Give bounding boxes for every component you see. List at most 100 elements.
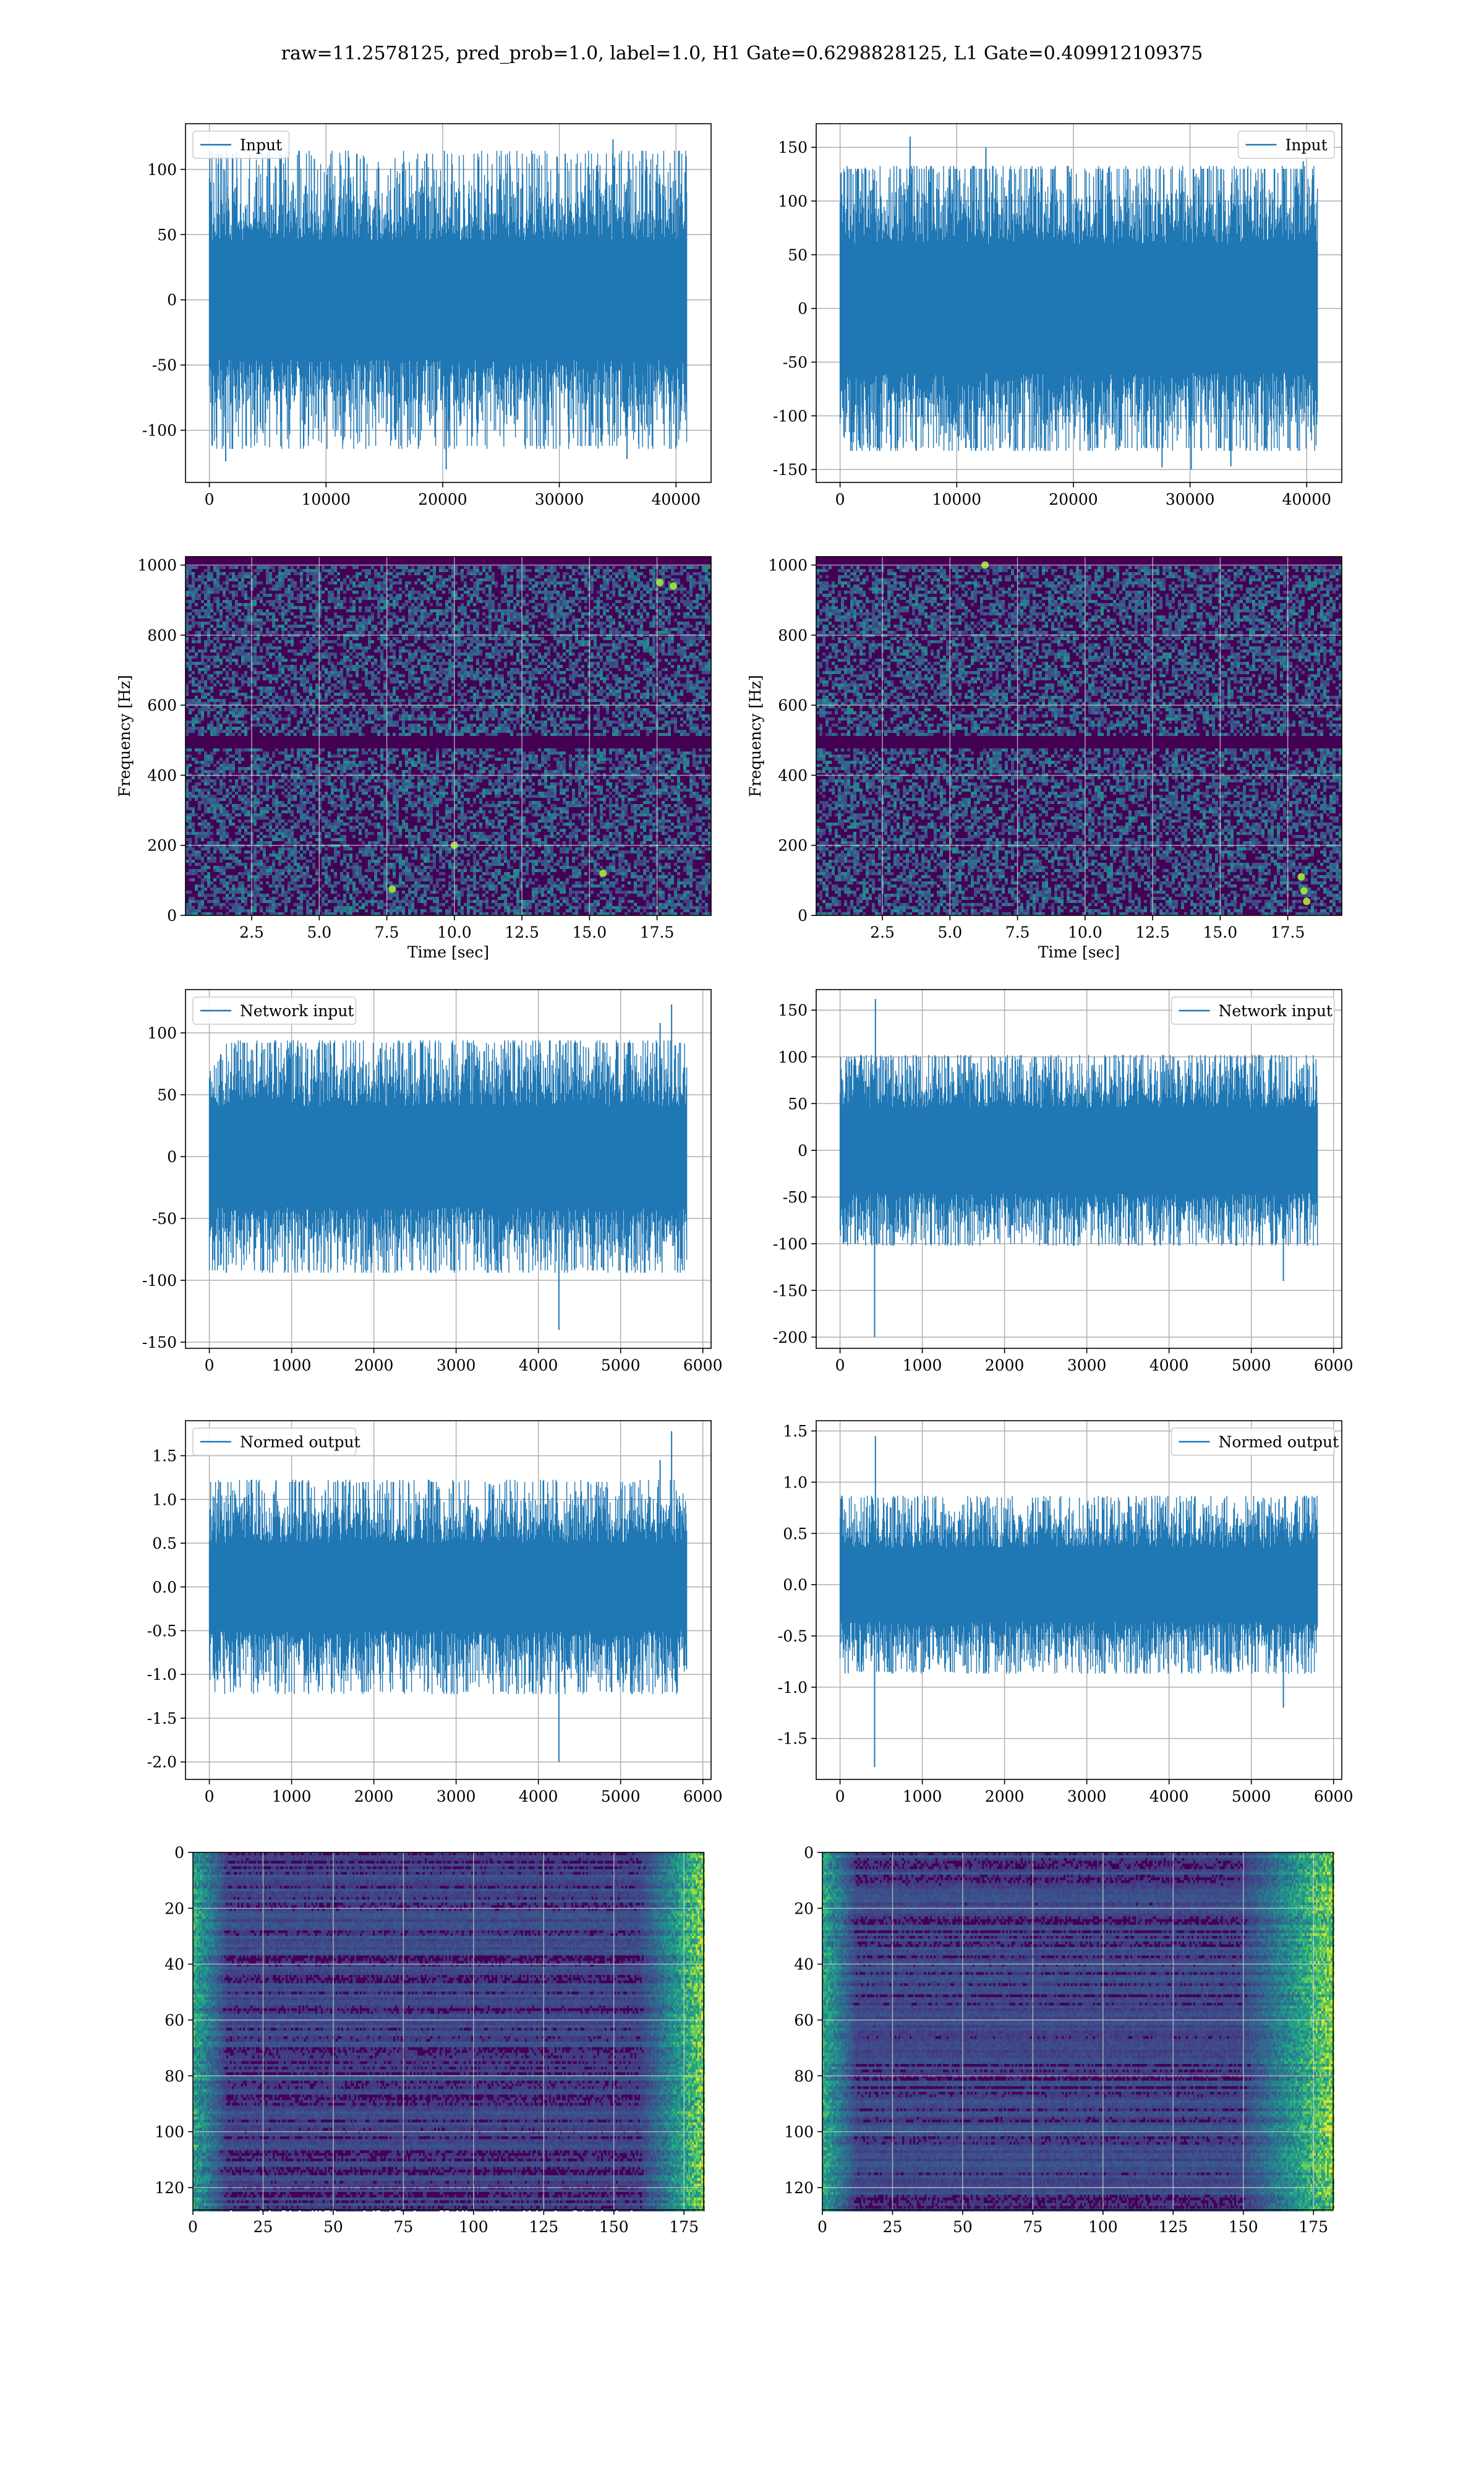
heatmap-cell <box>278 625 281 628</box>
heatmap-cell <box>625 594 628 597</box>
heatmap-cell <box>427 566 430 569</box>
heatmap-cell <box>192 584 195 588</box>
heatmap-cell <box>668 597 671 600</box>
heatmap-cell <box>686 622 689 625</box>
heatmap-cell <box>510 575 513 578</box>
heatmap-cell <box>631 584 634 588</box>
heatmap-cell <box>696 622 699 625</box>
heatmap-cell <box>705 575 708 578</box>
heatmap-cell <box>195 597 198 600</box>
heatmap-cell <box>436 588 439 591</box>
heatmap-cell <box>417 603 420 606</box>
heatmap-cell <box>513 615 516 618</box>
heatmap-cell <box>272 566 275 569</box>
heatmap-cell <box>396 581 399 584</box>
legend: Input <box>1239 131 1335 158</box>
heatmap-cell <box>550 566 553 569</box>
heatmap-cell <box>368 584 371 588</box>
heatmap-cell <box>584 597 587 600</box>
heatmap-cell <box>553 603 556 606</box>
heatmap-cell <box>436 597 439 600</box>
heatmap-cell <box>210 575 213 578</box>
heatmap-cell <box>424 597 427 600</box>
heatmap-cell <box>649 597 652 600</box>
heatmap-cell <box>210 578 213 581</box>
heatmap-cell <box>535 584 538 588</box>
heatmap-cell <box>445 612 448 615</box>
heatmap-cell <box>566 615 569 618</box>
heatmap-cell <box>189 566 192 569</box>
heatmap-cell <box>374 606 377 609</box>
heatmap-cell <box>680 600 683 603</box>
heatmap-cell <box>362 581 365 584</box>
heatmap-cell <box>677 622 680 625</box>
heatmap-cell <box>458 628 461 631</box>
heatmap-cell <box>235 606 238 609</box>
heatmap-cell <box>662 625 665 628</box>
heatmap-cell <box>683 615 686 618</box>
heatmap-cell <box>349 581 352 584</box>
heatmap-cell <box>192 572 195 575</box>
heatmap-cell <box>362 615 365 618</box>
heatmap-cell <box>300 612 303 615</box>
heatmap-cell <box>556 606 560 609</box>
heatmap-cell <box>680 597 683 600</box>
heatmap-cell <box>300 569 303 572</box>
heatmap-cell <box>625 584 628 588</box>
heatmap-cell <box>337 628 340 631</box>
heatmap-cell <box>501 615 504 618</box>
heatmap-cell <box>488 578 492 581</box>
heatmap-cell <box>433 566 436 569</box>
heatmap-cell <box>541 612 544 615</box>
heatmap-cell <box>368 569 371 572</box>
heatmap-cell <box>495 618 498 622</box>
heatmap-cell <box>553 628 556 631</box>
heatmap-cell <box>442 581 445 584</box>
heatmap-cell <box>334 569 337 572</box>
heatmap-cell <box>238 628 241 631</box>
heatmap-cell <box>662 572 665 575</box>
heatmap-cell <box>247 622 250 625</box>
y-tick-label: 100 <box>147 161 177 179</box>
heatmap-cell <box>377 606 380 609</box>
heatmap-cell <box>352 566 356 569</box>
heatmap-cell <box>587 588 591 591</box>
heatmap-cell <box>390 594 393 597</box>
legend: Input <box>193 131 289 158</box>
heatmap-cell <box>448 575 451 578</box>
heatmap-cell <box>603 603 606 606</box>
heatmap-cell <box>550 569 553 572</box>
heatmap-cell <box>448 597 451 600</box>
heatmap-cell <box>439 603 442 606</box>
heatmap-cell <box>652 625 655 628</box>
heatmap-cell <box>328 628 331 631</box>
heatmap-cell <box>584 572 587 575</box>
heatmap-cell <box>550 594 553 597</box>
heatmap-cell <box>424 572 427 575</box>
heatmap-cell <box>591 609 594 612</box>
heatmap-cell <box>553 622 556 625</box>
heatmap-cell <box>587 575 591 578</box>
heatmap-cell <box>563 622 566 625</box>
heatmap-cell <box>396 615 399 618</box>
heatmap-cell <box>693 600 696 603</box>
heatmap-cell <box>674 606 677 609</box>
heatmap-cell <box>272 615 275 618</box>
heatmap-cell <box>195 578 198 581</box>
heatmap-cell <box>634 569 637 572</box>
x-tick-label: 0 <box>835 490 845 508</box>
heatmap-cell <box>356 572 359 575</box>
heatmap-cell <box>677 628 680 631</box>
heatmap-cell <box>306 615 309 618</box>
heatmap-cell <box>281 606 284 609</box>
heatmap-cell <box>235 628 238 631</box>
heatmap-cell <box>284 603 288 606</box>
heatmap-cell <box>649 591 652 594</box>
heatmap-cell <box>198 584 201 588</box>
heatmap-cell <box>352 609 356 612</box>
heatmap-cell <box>643 618 646 622</box>
heatmap-cell <box>195 609 198 612</box>
heatmap-cell <box>356 622 359 625</box>
heatmap-cell <box>297 606 300 609</box>
heatmap-cell <box>615 575 618 578</box>
